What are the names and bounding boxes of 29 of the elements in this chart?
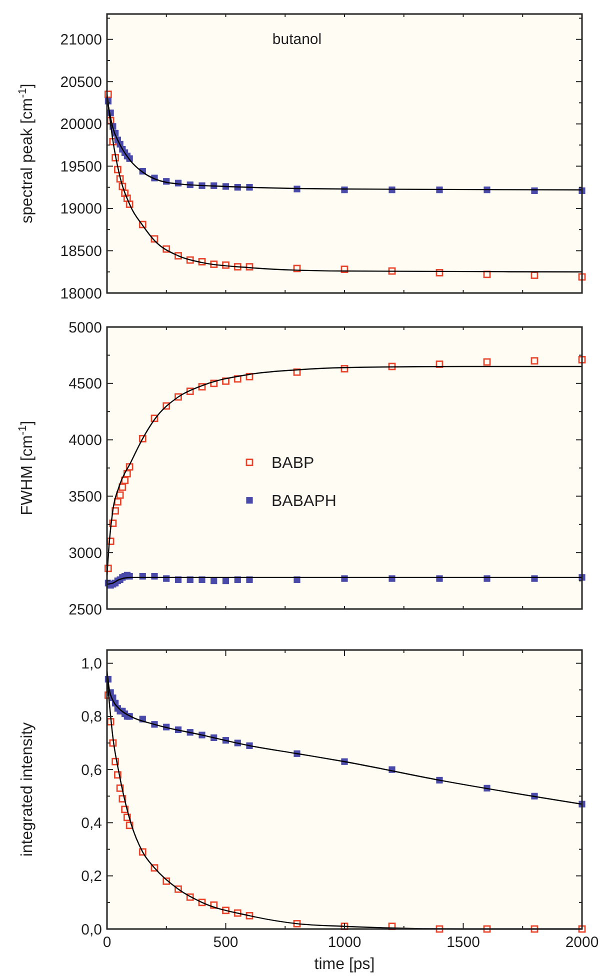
x-tick-label: 0 — [102, 934, 112, 951]
y-axis-title: integrated intensity — [19, 722, 36, 857]
y-tick-label: 4000 — [68, 432, 102, 450]
y-tick-label: 19000 — [60, 200, 102, 218]
y-tick-label: 5000 — [68, 319, 102, 336]
y-tick-label: 0,4 — [81, 814, 102, 832]
y-tick-label: 2500 — [68, 601, 102, 618]
y-tick-label: 18500 — [60, 242, 102, 260]
x-axis-title: time [ps] — [314, 956, 375, 973]
x-tick-label: 1500 — [446, 934, 480, 951]
y-tick-label: 18000 — [60, 285, 102, 302]
x-tick-label: 1000 — [328, 934, 362, 951]
y-tick-label: 0,8 — [81, 708, 102, 726]
y-tick-label: 21000 — [60, 32, 102, 49]
y-tick-label: 1,0 — [81, 656, 102, 673]
y-tick-label: 0,0 — [81, 921, 102, 938]
legend-label: BABAPH — [272, 492, 336, 510]
y-tick-label: 0,2 — [81, 868, 102, 886]
y-tick-label: 3500 — [68, 488, 102, 506]
y-tick-label: 0,6 — [81, 762, 102, 779]
x-tick-label: 500 — [213, 934, 238, 951]
legend-label: BABP — [272, 454, 314, 472]
y-tick-label: 3000 — [68, 544, 102, 562]
y-tick-label: 4500 — [68, 376, 102, 393]
annotation: butanol — [272, 31, 322, 48]
y-tick-label: 20500 — [60, 74, 102, 91]
y-tick-label: 19500 — [60, 158, 102, 176]
y-tick-label: 20000 — [60, 116, 102, 134]
x-tick-label: 2000 — [565, 934, 599, 951]
